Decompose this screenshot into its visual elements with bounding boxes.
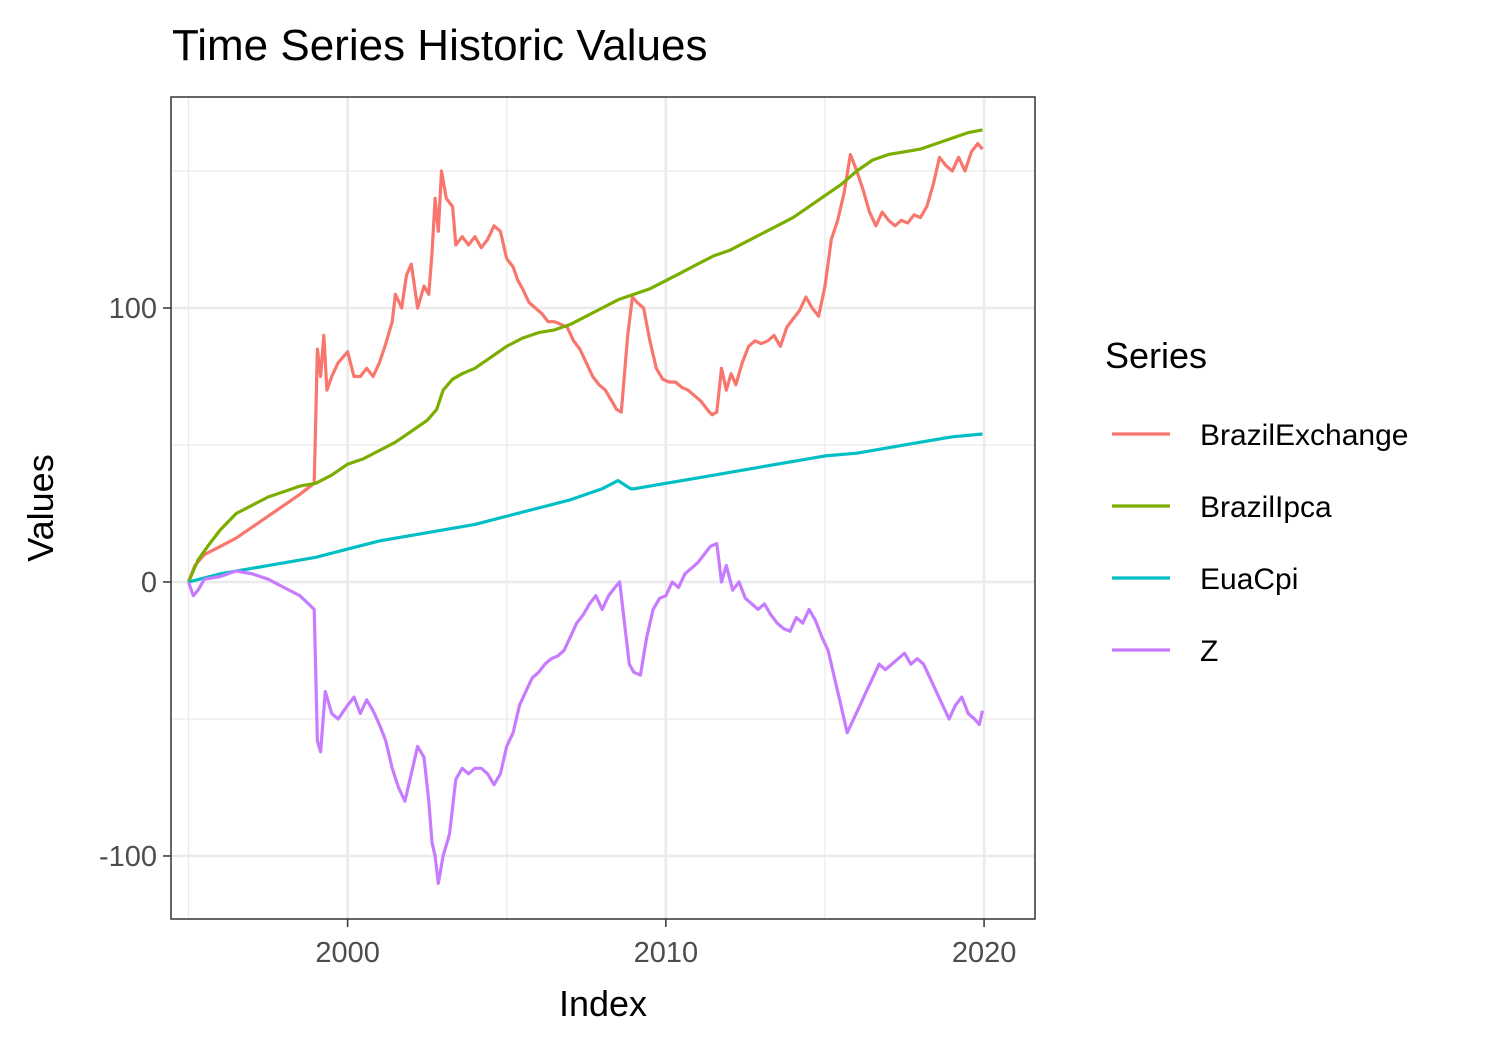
plot-panel [171, 97, 1035, 919]
series-lines [186, 128, 985, 885]
y-tick-label: 0 [141, 567, 157, 599]
legend-title: Series [1105, 335, 1207, 376]
x-tick-label: 2000 [315, 937, 380, 969]
x-axis: 2000 2010 2020 [315, 919, 1016, 969]
y-tick-label: -100 [99, 841, 157, 873]
chart-title: Time Series Historic Values [172, 21, 707, 70]
legend-label-brazilexchange: BrazilExchange [1200, 419, 1408, 452]
y-axis-title: Values [20, 454, 61, 561]
series-line-euacpi [188, 432, 983, 584]
series-line-z [186, 542, 985, 885]
legend-label-brazilipca: BrazilIpca [1200, 491, 1332, 524]
minor-gridlines [171, 97, 1035, 919]
y-axis: -100 0 100 [99, 293, 171, 873]
x-tick-label: 2020 [952, 937, 1017, 969]
legend-label-euacpi: EuaCpi [1200, 563, 1298, 596]
series-line-brazilipca [187, 128, 983, 583]
legend-label-z: Z [1200, 635, 1218, 668]
y-tick-label: 100 [109, 293, 157, 325]
plot-border [170, 96, 1036, 920]
x-tick-label: 2010 [634, 937, 699, 969]
series-line-brazilexchange [187, 142, 984, 583]
major-gridlines [171, 97, 1035, 919]
legend: Series BrazilExchange BrazilIpca EuaCpi Z [1105, 335, 1408, 668]
x-axis-title: Index [559, 983, 647, 1024]
